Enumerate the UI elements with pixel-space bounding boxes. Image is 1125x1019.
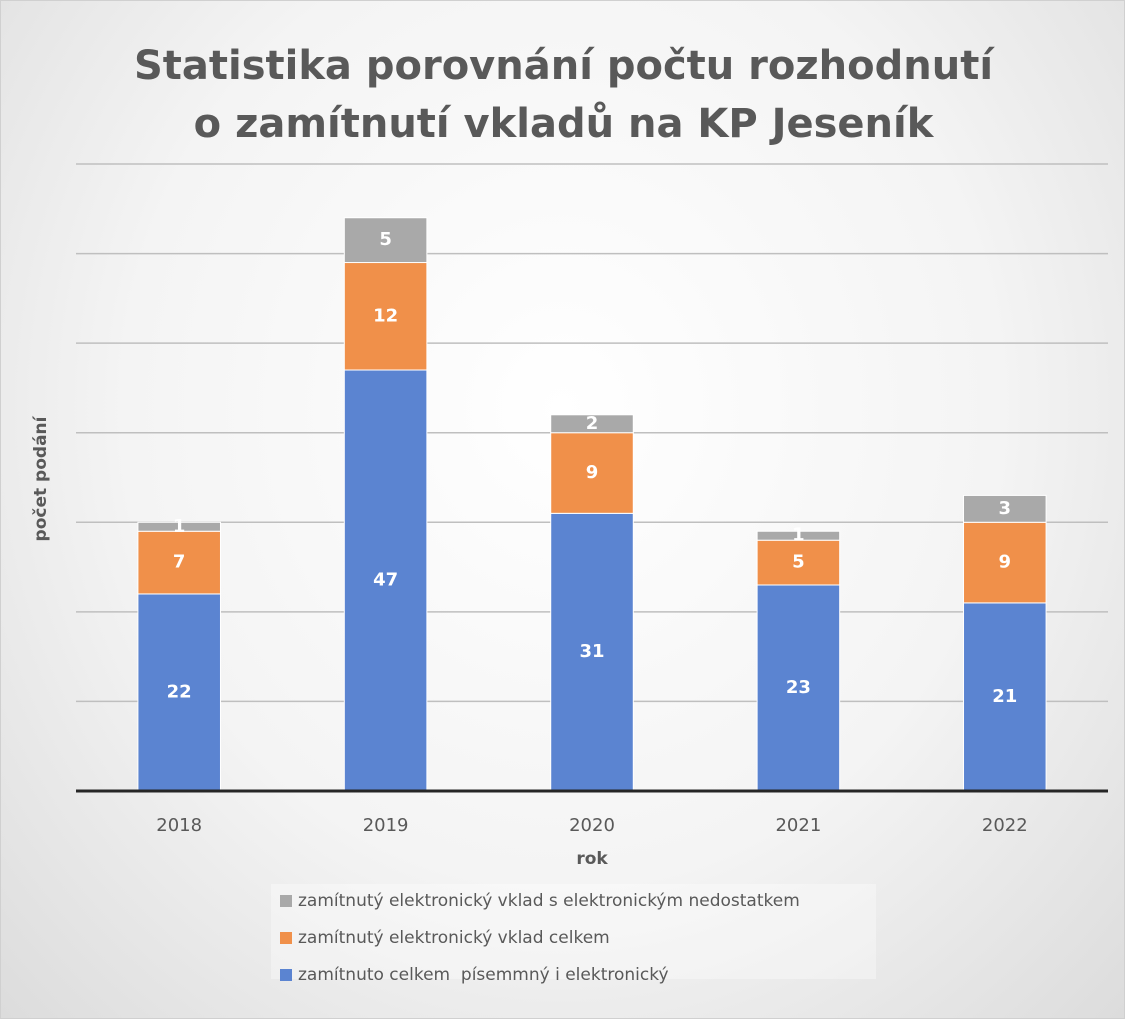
chart-title: Statistika porovnání počtu rozhodnutí o … — [133, 43, 994, 147]
bar-segment — [963, 602, 1047, 792]
x-tick-label: 2022 — [982, 815, 1028, 836]
bar-segment — [550, 512, 634, 792]
bar-segment — [550, 432, 634, 514]
x-tick-label: 2020 — [569, 815, 615, 836]
y-axis-label: počet podání — [31, 415, 51, 541]
data-label: 21 — [992, 686, 1017, 707]
legend-swatch — [280, 895, 292, 907]
data-label: 7 — [173, 552, 186, 573]
data-label: 3 — [999, 498, 1012, 519]
legend-swatch — [280, 932, 292, 944]
legend-box — [271, 884, 876, 979]
legend-swatch — [280, 969, 292, 981]
bar-segment — [756, 530, 841, 541]
data-label: 9 — [999, 552, 1012, 573]
data-label: 1 — [792, 525, 805, 546]
x-tick-label: 2021 — [775, 815, 821, 836]
data-label: 2 — [586, 413, 599, 434]
bar-segment — [343, 369, 428, 792]
data-label: 23 — [786, 677, 811, 698]
bar-segment — [550, 414, 634, 434]
bar-segment — [963, 521, 1047, 604]
legend-label: zamítnutý elektronický vklad celkem — [298, 928, 610, 948]
x-axis-label: rok — [576, 849, 608, 869]
data-label: 22 — [167, 681, 192, 702]
bar-segment — [137, 593, 221, 792]
data-label: 9 — [586, 462, 599, 483]
bar-segment — [756, 584, 841, 792]
data-label: 5 — [379, 229, 392, 250]
data-label: 1 — [173, 516, 186, 537]
data-label: 5 — [792, 552, 805, 573]
bar-segment — [343, 217, 428, 264]
legend-label: zamítnuto celkem písemmný i elektronický — [298, 965, 669, 985]
x-tick-label: 2019 — [363, 815, 409, 836]
bar-segment — [137, 530, 221, 595]
data-label: 31 — [579, 641, 604, 662]
bar-segment — [343, 262, 428, 371]
data-label: 47 — [373, 570, 398, 591]
data-label: 12 — [373, 305, 398, 326]
legend-label: zamítnutý elektronický vklad s elektroni… — [298, 891, 800, 911]
bar-segment — [137, 521, 221, 532]
bar-segment — [963, 494, 1047, 523]
x-tick-label: 2018 — [156, 815, 202, 836]
